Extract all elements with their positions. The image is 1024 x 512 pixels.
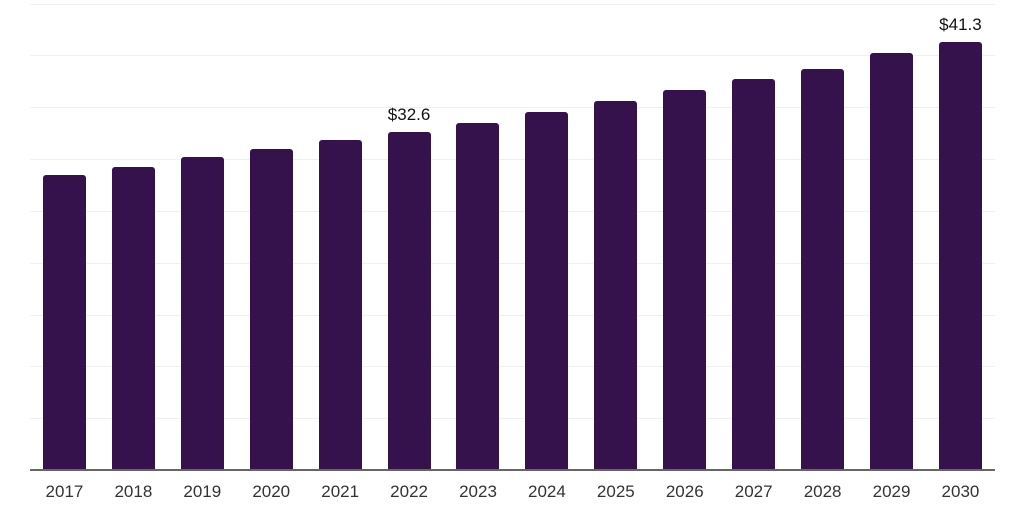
bar-band-2026 (650, 0, 719, 470)
bar-band-2029 (857, 0, 926, 470)
bar-band-2018 (99, 0, 168, 470)
plot-area: $32.6 $41.3 (30, 0, 995, 471)
bars: $32.6 $41.3 (30, 0, 995, 470)
x-tick-label-2029: 2029 (872, 482, 911, 501)
bar-2025 (594, 101, 638, 470)
gridline-45 (30, 3, 995, 5)
bar-band-2025 (581, 0, 650, 470)
x-tick-label-2030: 2030 (941, 482, 980, 501)
x-tick-label-2017: 2017 (45, 482, 84, 501)
x-tick-label-2025: 2025 (596, 482, 635, 501)
bar-2021 (318, 140, 362, 470)
data-label-2030: $41.3 (939, 15, 982, 34)
x-tick-label-2022: 2022 (390, 482, 428, 501)
bar-2024 (525, 112, 569, 470)
bar-2028 (801, 69, 845, 470)
gridline-5 (30, 418, 995, 420)
gridline-20 (30, 262, 995, 264)
bar-2020 (249, 149, 293, 470)
x-tick-label-2018: 2018 (114, 482, 153, 501)
bar-band-2024 (512, 0, 581, 470)
bar-2017 (42, 175, 86, 470)
bar-band-2023 (444, 0, 513, 470)
x-axis-line (30, 469, 995, 471)
bar-band-2020 (237, 0, 306, 470)
bar-2019 (180, 157, 224, 470)
x-tick-label-2020: 2020 (252, 482, 291, 501)
bar-band-2021 (306, 0, 375, 470)
gridline-10 (30, 366, 995, 368)
x-tick-label-2028: 2028 (803, 482, 842, 501)
gridline-35 (30, 107, 995, 109)
bar-2030 (938, 42, 982, 470)
bar-2029 (870, 53, 914, 470)
x-tick-label-2023: 2023 (459, 482, 497, 501)
bar-2023 (456, 123, 500, 470)
bar-band-2027 (719, 0, 788, 470)
bar-band-2028 (788, 0, 857, 470)
bar-2027 (732, 79, 776, 470)
bar-2018 (111, 167, 155, 470)
bar-band-2017 (30, 0, 99, 470)
x-tick-label-2019: 2019 (183, 482, 222, 501)
bar-2022 (387, 132, 431, 470)
x-tick-label-2027: 2027 (734, 482, 773, 501)
x-tick-label-2026: 2026 (665, 482, 704, 501)
data-label-2022: $32.6 (387, 105, 431, 124)
x-axis-labels: 2017 2018 2019 2020 2021 2022 2023 2024 2025 2026… (30, 482, 995, 502)
gridline-40 (30, 55, 995, 57)
gridline-15 (30, 314, 995, 316)
x-tick-label-2021: 2021 (321, 482, 360, 501)
bar-band-2022: $32.6 (375, 0, 444, 470)
x-tick-label-2024: 2024 (528, 482, 566, 501)
gridline-25 (30, 210, 995, 212)
bar-band-2019 (168, 0, 237, 470)
bar-2026 (663, 90, 707, 470)
bar-band-2030: $41.3 (926, 0, 995, 470)
gridline-30 (30, 159, 995, 161)
